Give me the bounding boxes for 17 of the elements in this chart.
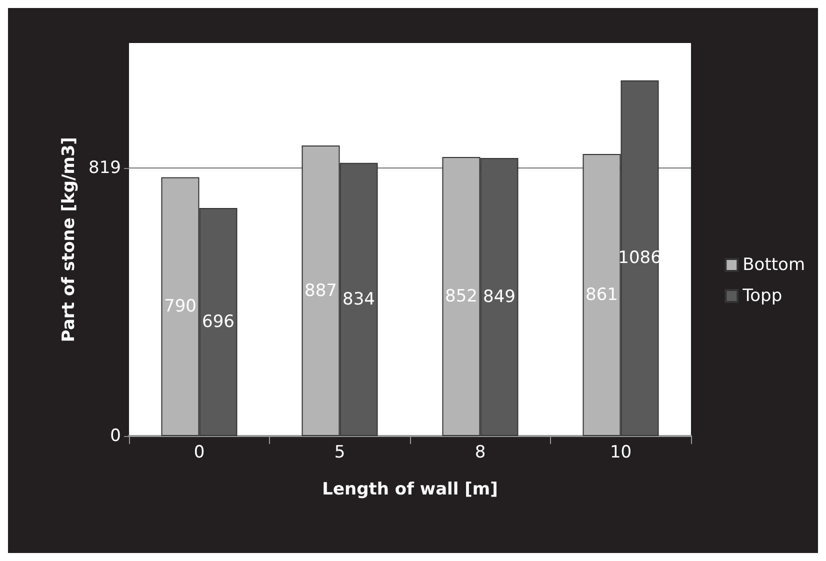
data-label: 696: [202, 312, 234, 332]
x-tick-label: 10: [610, 442, 632, 462]
legend-label: Topp: [742, 286, 782, 306]
y-axis-title: Part of stone [kg/m3]: [59, 136, 80, 342]
data-label: 834: [342, 289, 375, 310]
data-label: 790: [164, 296, 196, 317]
y-tick-label: 819: [88, 158, 121, 178]
data-label: 849: [483, 286, 516, 307]
data-label: 861: [586, 285, 618, 306]
x-axis-title: Length of wall [m]: [322, 480, 498, 500]
x-tick-label: 5: [334, 442, 346, 462]
legend-label: Bottom: [742, 255, 806, 275]
data-label: 1086: [618, 248, 662, 268]
x-tick-label: 8: [474, 442, 486, 462]
data-label: 852: [445, 286, 478, 306]
x-tick-label: 0: [194, 442, 205, 462]
data-label: 887: [304, 280, 337, 301]
